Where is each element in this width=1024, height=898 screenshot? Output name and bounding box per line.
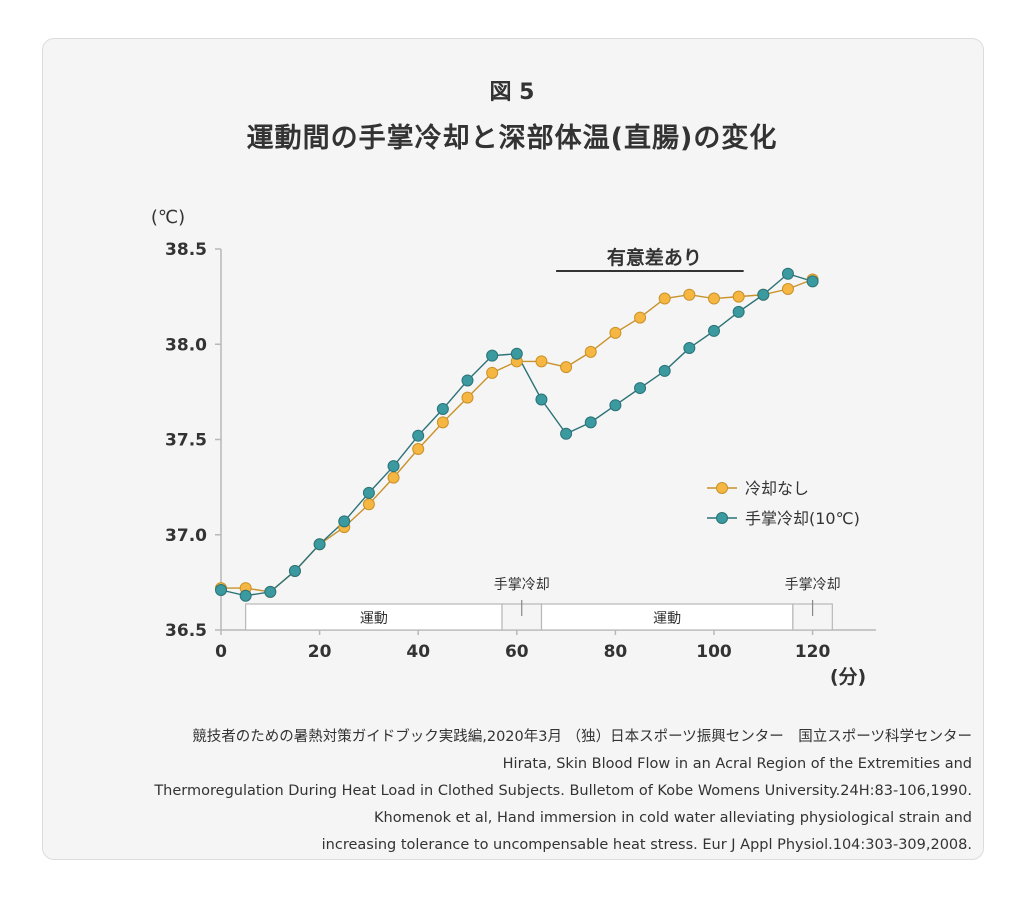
data-point-series-2 xyxy=(560,427,573,440)
significance-label: 有意差あり xyxy=(607,246,702,269)
y-axis-label: (℃) xyxy=(151,207,185,228)
x-tick-label: 60 xyxy=(505,642,529,662)
data-point-series-1 xyxy=(535,355,548,368)
reference-line: 競技者のための暑熱対策ガイドブック実践編,2020年3月 （独）日本スポーツ振興… xyxy=(192,729,972,745)
y-tick-label: 37.5 xyxy=(165,431,207,451)
references: 競技者のための暑熱対策ガイドブック実践編,2020年3月 （独）日本スポーツ振興… xyxy=(154,724,972,859)
data-point-series-2 xyxy=(313,538,326,551)
y-tick-label: 38.0 xyxy=(165,335,207,355)
data-point-series-1 xyxy=(412,443,425,456)
data-point-series-2 xyxy=(412,429,425,442)
data-point-series-2 xyxy=(510,347,523,360)
x-tick-label: 40 xyxy=(406,642,430,662)
data-point-series-2 xyxy=(781,267,794,280)
reference-line: Khomenok et al, Hand immersion in cold w… xyxy=(374,810,972,826)
data-point-series-2 xyxy=(239,589,252,602)
data-point-series-1 xyxy=(634,311,647,324)
y-tick-label: 36.5 xyxy=(165,621,207,641)
figure-label: 図 5 xyxy=(489,80,535,105)
cooling-period-label: 手掌冷却 xyxy=(785,577,841,593)
x-tick-label: 0 xyxy=(215,642,227,662)
data-point-series-2 xyxy=(264,585,277,598)
series-line-1 xyxy=(221,278,813,593)
data-point-series-2 xyxy=(757,288,770,301)
x-tick-label: 20 xyxy=(308,642,332,662)
data-point-series-2 xyxy=(584,416,597,429)
series-line-2 xyxy=(220,272,813,597)
data-point-series-1 xyxy=(584,345,597,358)
data-point-series-2 xyxy=(362,486,375,499)
figure-card xyxy=(42,38,984,860)
data-point-series-2 xyxy=(486,349,499,362)
x-tick-label: 100 xyxy=(696,642,732,662)
data-point-series-2 xyxy=(609,399,622,412)
cooling-period-label: 手掌冷却 xyxy=(494,577,550,593)
exercise-period-label: 運動 xyxy=(360,611,388,627)
data-point-series-1 xyxy=(658,292,671,305)
x-axis-label: (分) xyxy=(830,666,866,688)
y-tick-label: 38.5 xyxy=(165,240,207,260)
reference-line: increasing tolerance to uncompensable he… xyxy=(321,837,972,853)
data-point-series-1 xyxy=(486,366,499,379)
data-point-series-2 xyxy=(634,382,647,395)
data-point-series-2 xyxy=(461,374,474,387)
data-point-series-2 xyxy=(338,515,351,528)
data-point-series-2 xyxy=(436,403,449,416)
data-point-series-1 xyxy=(732,290,745,303)
reference-line: Hirata, Skin Blood Flow in an Acral Regi… xyxy=(502,756,972,772)
data-point-series-2 xyxy=(658,364,671,377)
data-point-series-2 xyxy=(288,564,301,577)
data-point-series-2 xyxy=(387,460,400,473)
data-point-series-2 xyxy=(732,305,745,318)
x-tick-label: 80 xyxy=(604,642,628,662)
data-point-series-1 xyxy=(609,326,622,339)
data-point-series-1 xyxy=(387,471,400,484)
x-tick-label: 120 xyxy=(795,642,831,662)
legend-marker xyxy=(716,512,728,524)
data-point-series-1 xyxy=(436,416,449,429)
data-point-series-1 xyxy=(683,288,696,301)
y-tick-label: 37.0 xyxy=(165,526,207,546)
legend-marker xyxy=(716,482,728,494)
data-point-series-1 xyxy=(461,391,474,404)
exercise-period-box xyxy=(245,603,503,631)
data-point-series-2 xyxy=(683,342,696,355)
data-point-series-2 xyxy=(708,324,720,337)
reference-line: Thermoregulation During Heat Load in Clo… xyxy=(154,783,972,799)
legend-label: 手掌冷却(10℃) xyxy=(745,509,860,528)
data-point-series-2 xyxy=(535,393,548,406)
data-point-series-1 xyxy=(560,361,573,374)
figure-title: 運動間の手掌冷却と深部体温(直腸)の変化 xyxy=(246,123,778,154)
data-point-series-1 xyxy=(708,292,720,305)
data-point-series-2 xyxy=(806,275,819,288)
exercise-period-label: 運動 xyxy=(653,611,681,627)
data-point-series-1 xyxy=(781,283,794,296)
legend-label: 冷却なし xyxy=(745,479,809,498)
data-point-series-1 xyxy=(362,498,375,511)
data-point-series-2 xyxy=(215,583,227,596)
exercise-period-box xyxy=(540,603,794,631)
